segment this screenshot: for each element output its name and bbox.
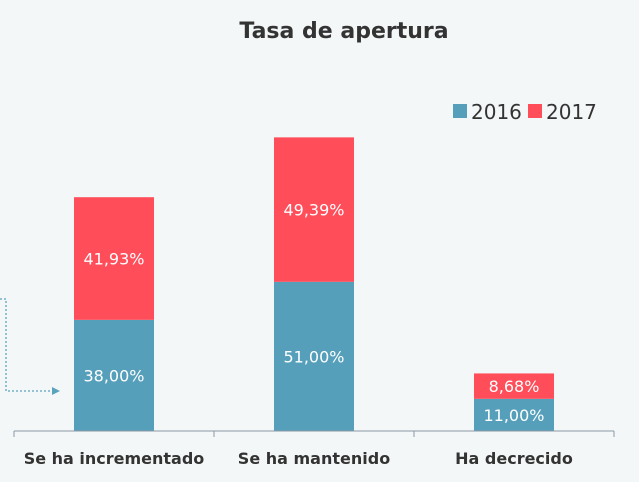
legend-swatch-2016 (453, 104, 467, 118)
data-label-2017-1: 49,39% (283, 201, 344, 220)
bar-2017-0 (74, 197, 154, 320)
data-label-2016-2: 11,00% (483, 406, 544, 425)
legend-label-2016: 2016 (471, 100, 522, 124)
data-label-2016-1: 51,00% (283, 347, 344, 366)
pointer-arrow (0, 298, 60, 395)
bar-2016-0 (74, 319, 154, 431)
bar-2017-1 (274, 137, 354, 282)
data-label-2017-0: 41,93% (83, 250, 144, 269)
x-tick-label: Se ha mantenido (238, 449, 390, 468)
bar-2016-1 (274, 281, 354, 431)
bars-group: 38,00% 41,93% 51,00% 49,39% 11,00% 8,68% (74, 137, 554, 431)
bar-2017-2 (474, 373, 554, 399)
chart-title: Tasa de apertura (239, 19, 448, 44)
x-tick-label: Se ha incrementado (24, 449, 205, 468)
bar-2016-2 (474, 398, 554, 431)
x-axis-ticks (13, 431, 615, 437)
legend: 2016 2017 (453, 100, 597, 124)
x-tick-label: Ha decrecido (455, 449, 573, 468)
data-label-2017-2: 8,68% (489, 377, 540, 396)
data-label-2016-0: 38,00% (83, 366, 144, 385)
legend-swatch-2017 (528, 104, 542, 118)
legend-label-2017: 2017 (546, 100, 597, 124)
